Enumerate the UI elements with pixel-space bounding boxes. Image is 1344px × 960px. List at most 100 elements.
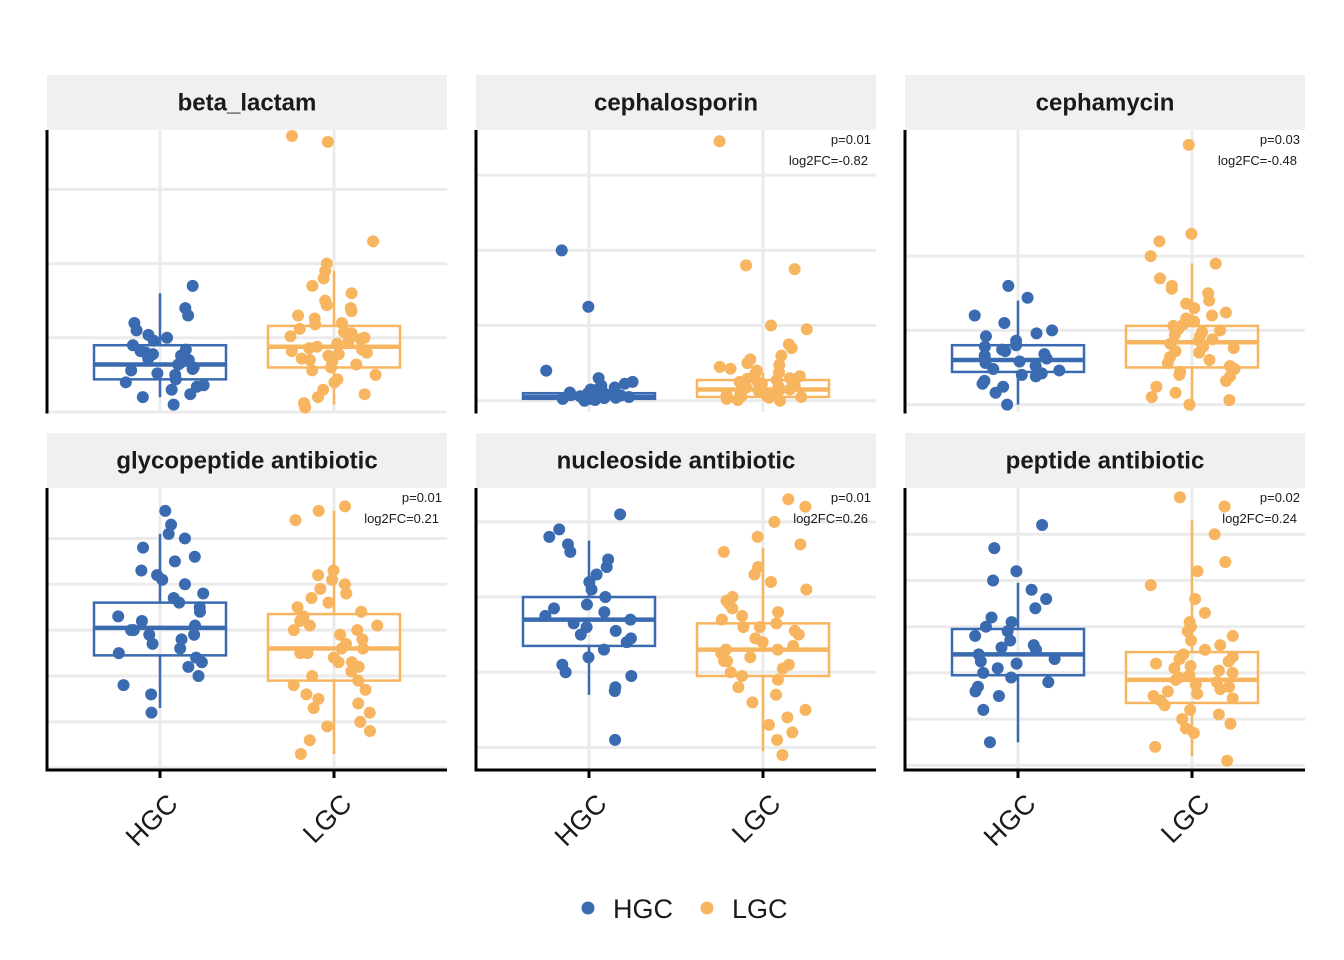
facet-strip (47, 433, 447, 488)
data-point-lgc (369, 368, 382, 381)
data-point-hgc (547, 602, 560, 615)
data-point-lgc (307, 702, 320, 715)
data-point-lgc (724, 666, 737, 679)
data-point-lgc (306, 670, 319, 682)
data-point-lgc (1189, 592, 1202, 605)
data-point-lgc (317, 383, 330, 396)
data-point-lgc (371, 619, 384, 632)
data-point-hgc (971, 680, 984, 693)
data-point-hgc (165, 518, 178, 531)
data-point-lgc (1209, 257, 1222, 270)
data-point-hgc (608, 685, 621, 698)
data-point-lgc (331, 337, 344, 350)
data-point-lgc (749, 632, 762, 645)
facet-title: peptide antibiotic (1006, 448, 1205, 475)
data-point-lgc (776, 662, 789, 675)
data-point-lgc (1212, 664, 1225, 677)
data-point-lgc (799, 500, 812, 513)
data-point-hgc (563, 386, 576, 399)
data-point-hgc (112, 647, 125, 660)
data-point-lgc (1219, 555, 1232, 568)
data-point-lgc (799, 703, 812, 716)
panel-4: nucleoside antibiotic p=0.01 log2FC=0.26 HG… (474, 433, 876, 852)
data-point-lgc (1214, 324, 1227, 337)
data-point-lgc (327, 564, 340, 577)
data-point-lgc (1183, 398, 1196, 411)
data-point-hgc (978, 349, 991, 362)
data-point-lgc (312, 504, 325, 517)
log2fc-label: log2FC=-0.48 (1218, 153, 1297, 168)
data-point-lgc (284, 330, 297, 343)
data-point-hgc (159, 504, 172, 517)
data-point-hgc (178, 532, 191, 545)
data-point-lgc (800, 323, 813, 336)
data-point-hgc (969, 629, 982, 642)
data-point-hgc (1030, 327, 1043, 340)
data-point-lgc (1203, 354, 1216, 367)
facet-strip (476, 75, 876, 130)
data-point-hgc (987, 574, 1000, 587)
data-point-lgc (1182, 138, 1195, 151)
box-hgc (950, 627, 1086, 677)
facet-title: beta_lactam (178, 90, 317, 117)
data-point-hgc (190, 380, 203, 393)
data-point-lgc (750, 364, 763, 377)
data-point-lgc (1179, 722, 1192, 735)
data-point-lgc (751, 376, 764, 389)
data-point-hgc (979, 620, 992, 633)
data-point-hgc (991, 662, 1004, 675)
data-point-lgc (1144, 250, 1157, 263)
data-point-hgc (169, 368, 182, 381)
data-point-lgc (306, 364, 319, 377)
data-point-hgc (580, 621, 593, 634)
data-point-lgc (321, 720, 334, 733)
data-point-lgc (293, 322, 306, 335)
data-point-hgc (112, 610, 125, 623)
p-value-label: p=0.03 (1260, 132, 1300, 147)
data-point-hgc (135, 564, 148, 577)
facet-strip (47, 75, 447, 130)
data-point-lgc (781, 711, 794, 724)
data-point-hgc (582, 300, 595, 313)
data-point-hgc (1042, 676, 1055, 689)
data-point-lgc (345, 287, 358, 300)
data-point-hgc (146, 348, 159, 361)
data-point-hgc (143, 628, 156, 641)
data-point-lgc (1161, 685, 1174, 698)
data-point-lgc (1227, 342, 1240, 355)
facet-strip (476, 433, 876, 488)
x-tick-label-hgc: HGC (120, 788, 184, 852)
data-point-lgc (1174, 365, 1187, 378)
data-point-lgc (320, 299, 333, 312)
data-point-hgc (979, 330, 992, 343)
data-point-lgc (1189, 678, 1202, 691)
data-point-lgc (732, 681, 745, 694)
data-point-lgc (771, 733, 784, 746)
data-point-hgc (147, 334, 160, 347)
data-point-hgc (599, 591, 612, 604)
data-point-hgc (1005, 671, 1018, 684)
data-point-hgc (1027, 639, 1040, 652)
data-point-lgc (363, 706, 376, 719)
data-point-lgc (717, 545, 730, 558)
data-point-lgc (776, 748, 789, 761)
data-point-hgc (182, 309, 195, 322)
data-point-lgc (308, 312, 321, 325)
data-point-lgc (1214, 639, 1227, 652)
data-point-hgc (1015, 368, 1028, 381)
data-point-lgc (771, 673, 784, 686)
data-point-lgc (770, 617, 783, 630)
data-point-lgc (350, 358, 363, 371)
data-point-lgc (356, 633, 369, 646)
data-point-lgc (340, 587, 353, 600)
data-point-lgc (741, 372, 754, 385)
data-point-hgc (977, 666, 990, 679)
data-point-hgc (1046, 324, 1059, 337)
data-point-hgc (983, 736, 996, 749)
data-point-lgc (786, 726, 799, 739)
legend-key-lgc (700, 901, 714, 915)
facet-title: glycopeptide antibiotic (116, 448, 377, 475)
data-point-lgc (1168, 662, 1181, 675)
data-point-lgc (795, 390, 808, 403)
data-point-lgc (770, 688, 783, 701)
